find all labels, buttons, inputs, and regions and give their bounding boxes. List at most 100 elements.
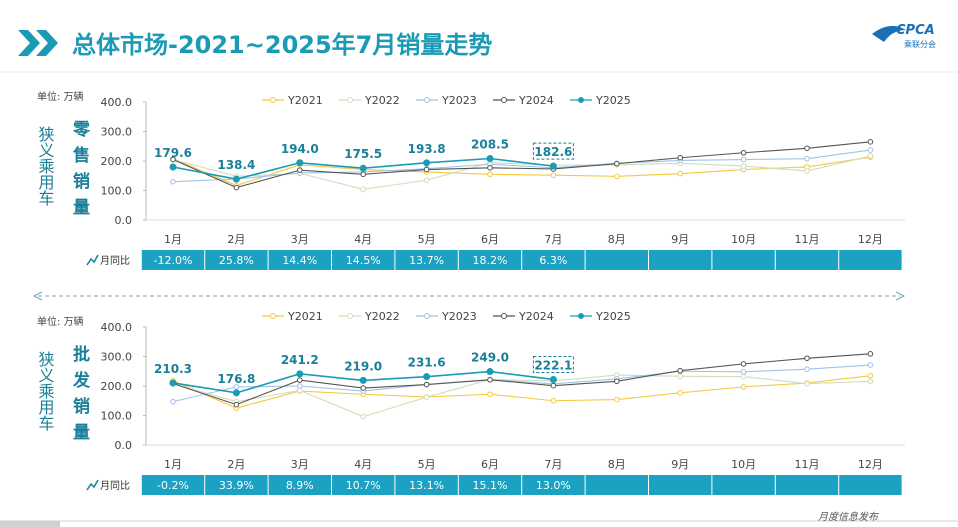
point <box>740 163 747 169</box>
divider-arrow <box>895 291 906 301</box>
point <box>740 361 747 367</box>
point <box>677 367 684 374</box>
point <box>296 370 304 378</box>
y-tick-label: 100.0 <box>101 410 133 423</box>
point <box>677 170 684 177</box>
point <box>804 355 810 362</box>
data-label: 194.0 <box>281 142 319 156</box>
point <box>170 178 176 185</box>
point <box>550 382 557 389</box>
point <box>170 398 176 405</box>
y-tick-label: 100.0 <box>101 185 133 198</box>
series-line <box>172 374 871 418</box>
x-tick-label: 10月 <box>731 458 756 471</box>
point <box>867 362 874 368</box>
point <box>677 389 684 396</box>
point <box>296 159 304 167</box>
legend-label: Y2022 <box>364 310 400 323</box>
point <box>804 168 810 174</box>
unit-label: 单位: 万辆 <box>37 90 84 103</box>
y-tick-label: 400.0 <box>101 96 133 109</box>
legend-marker <box>270 313 276 319</box>
point <box>804 380 810 387</box>
y-tick-label: 300.0 <box>101 351 133 364</box>
x-tick-label: 8月 <box>608 458 626 471</box>
legend-marker <box>347 97 353 103</box>
series-line <box>172 364 871 403</box>
point <box>867 153 874 159</box>
yoy-value: 14.5% <box>346 254 381 267</box>
series-line <box>172 375 871 409</box>
point <box>233 184 240 191</box>
point <box>423 159 431 167</box>
point <box>804 366 810 372</box>
yoy-value: -0.2% <box>157 479 189 492</box>
point <box>614 173 620 180</box>
x-tick-label: 11月 <box>795 458 820 471</box>
series-line <box>172 353 871 406</box>
x-tick-label: 10月 <box>731 233 756 246</box>
legend-marker <box>501 313 507 319</box>
legend-label: Y2024 <box>518 94 554 107</box>
point <box>740 369 747 375</box>
yoy-icon <box>86 479 99 491</box>
y-tick-label: 0.0 <box>115 439 133 452</box>
logo: CPCA <box>896 23 935 38</box>
point <box>486 368 494 376</box>
data-label: 231.6 <box>408 356 446 370</box>
data-label: 210.3 <box>154 362 192 376</box>
y-tick-label: 300.0 <box>101 126 133 139</box>
y-tick-label: 200.0 <box>101 155 133 168</box>
label-box <box>532 142 574 160</box>
yoy-cell <box>205 475 268 495</box>
point <box>232 175 240 183</box>
logo-mark <box>872 25 906 42</box>
point <box>804 155 810 162</box>
point <box>740 384 747 390</box>
yoy-label: 月同比 <box>100 255 130 267</box>
yoy-cell <box>585 250 648 270</box>
point <box>297 387 303 394</box>
point <box>550 397 557 404</box>
legend-marker <box>424 313 430 319</box>
yoy-cell <box>141 475 205 495</box>
point <box>297 377 303 383</box>
legend-label: Y2024 <box>518 310 554 323</box>
page-title: 总体市场-2021~2025年7月销量走势 <box>72 31 492 59</box>
point <box>867 351 874 357</box>
series-line <box>172 141 871 189</box>
x-tick-label: 12月 <box>858 458 883 471</box>
x-tick-label: 1月 <box>164 233 182 246</box>
yoy-value: 33.9% <box>219 479 254 492</box>
point <box>297 383 303 389</box>
point <box>867 147 874 153</box>
data-label: 193.8 <box>408 142 446 156</box>
data-label: 138.4 <box>217 158 255 172</box>
yoy-value: 18.2% <box>473 254 508 267</box>
x-tick-label: 11月 <box>795 233 820 246</box>
unit-label: 单位: 万辆 <box>37 315 84 328</box>
footer-block <box>0 521 60 527</box>
x-tick-label: 8月 <box>608 233 626 246</box>
series-line <box>172 149 871 183</box>
yoy-value: -12.0% <box>154 254 193 267</box>
point <box>487 391 493 398</box>
yoy-cell <box>839 475 902 495</box>
point <box>360 413 367 420</box>
point <box>423 381 430 388</box>
x-tick-label: 6月 <box>481 233 499 246</box>
legend-label: Y2022 <box>364 94 400 107</box>
x-tick-label: 3月 <box>291 458 309 471</box>
data-label: 249.0 <box>471 351 509 365</box>
data-label: 182.6 <box>534 145 572 159</box>
x-tick-label: 9月 <box>671 458 689 471</box>
yoy-cell <box>649 475 712 495</box>
x-tick-label: 12月 <box>858 233 883 246</box>
point <box>423 166 430 173</box>
yoy-cell <box>585 475 648 495</box>
yoy-cell <box>712 475 775 495</box>
point <box>549 375 557 383</box>
point <box>359 376 367 384</box>
legend-label: Y2023 <box>441 310 477 323</box>
point <box>233 401 240 408</box>
